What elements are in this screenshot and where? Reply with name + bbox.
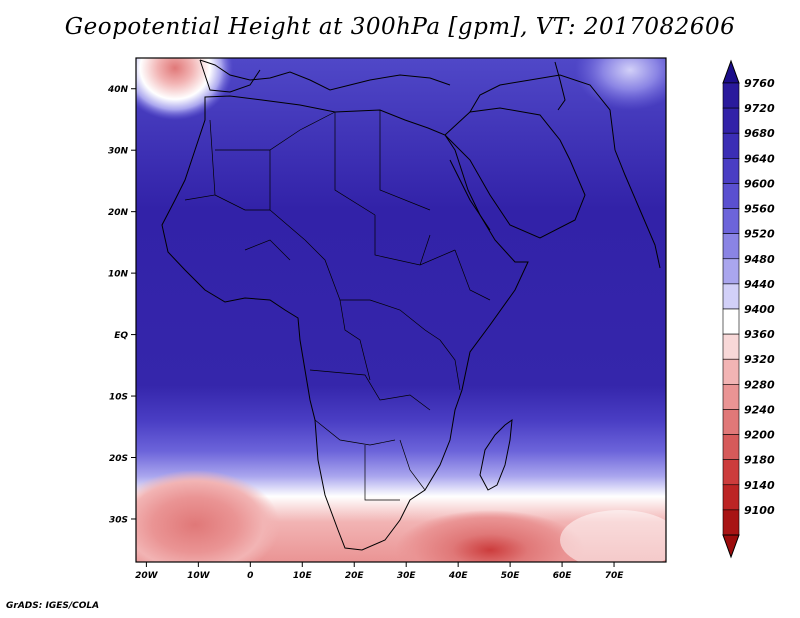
colorbar-label: 9140 [744,479,775,492]
colorbar-label: 9520 [744,228,775,241]
lon-tick-label: 20W [135,571,159,581]
grads-credit: GrADS: IGES/COLA [6,601,100,611]
colorbar-swatch [722,434,740,460]
colorbar-top-arrow [722,59,740,84]
colorbar-swatch [722,358,740,385]
lon-tick-label: 60E [553,571,573,581]
country-borders [184,110,491,501]
lon-tick-label: 10E [293,571,313,581]
lat-tick-label: 20S [109,454,128,464]
colorbar-swatch [722,233,740,260]
colorbar-swatch [722,509,740,536]
europe-coastline [199,59,451,91]
caspian-coast [554,61,566,111]
colorbar-label: 9280 [744,378,775,391]
colorbar-label: 9100 [744,504,775,517]
colorbar-label: 9180 [744,454,775,467]
map-title: Geopotential Height at 300hPa [gpm], VT:… [64,14,736,40]
colorbar-label: 9360 [744,328,775,341]
red-sea-coast [449,159,491,231]
colorbar-bottom-arrow [722,534,740,559]
colorbar-swatch [722,384,740,410]
colorbar-label: 9240 [744,403,775,416]
lat-tick-label: EQ [114,331,128,341]
colorbar-swatch [722,333,740,360]
iberia-coastline [199,59,261,93]
colorbar-swatch [722,308,740,335]
lon-tick-label: 30E [397,571,417,581]
lon-tick-label: 70E [605,571,625,581]
coastlines [161,59,661,551]
lat-tick-label: 10S [109,393,128,403]
latitude-ticks: 40N 30N 20N 10N EQ 10S 20S 30S [107,85,136,525]
colorbar-swatch [722,132,740,159]
lon-tick-label: 10W [187,571,211,581]
lon-tick-label: 40E [448,571,469,581]
colorbar-swatch [722,107,740,134]
colorbar-label: 9400 [744,303,775,316]
colorbar-swatch [722,208,740,234]
madagascar-coastline [479,418,513,491]
colorbar-swatch [722,158,740,184]
arabia-coastline [444,107,586,239]
lat-tick-label: 30N [108,147,129,157]
colorbar-swatch [722,409,740,435]
colorbar: 9760 9720 9680 9640 9600 9560 9520 9480 9440 9400… [722,59,775,559]
colorbar-swatch [722,258,740,285]
colorbar-label: 9320 [744,353,775,366]
colorbar-label: 9640 [744,152,775,165]
colorbar-swatch [722,183,740,209]
colorbar-label: 9440 [744,278,775,291]
longitude-ticks: 20W 10W 0 10E 20E 30E 40E 50E 60E 70E [135,562,624,581]
india-coastline [614,149,661,269]
colorbar-label: 9560 [744,203,775,216]
lat-tick-label: 10N [108,270,129,280]
colorbar-label: 9600 [744,177,775,190]
lon-tick-label: 50E [501,571,521,581]
lat-tick-label: 20N [108,208,129,218]
colorbar-swatch [722,283,740,310]
colorbar-swatch [722,82,740,109]
colorbar-label: 9680 [744,127,775,140]
colorbar-label: 9200 [744,429,775,442]
lon-tick-label: 0 [247,571,253,581]
map-frame [135,57,667,563]
colorbar-label: 9760 [744,77,775,90]
colorbar-label: 9480 [744,253,775,266]
arabia-interior [469,74,616,151]
colorbar-swatch [722,459,740,486]
colorbar-swatch [722,484,740,511]
lat-tick-label: 30S [109,515,128,525]
height-field [136,58,666,562]
colorbar-label: 9720 [744,102,775,115]
lon-tick-label: 20E [345,571,365,581]
lat-tick-label: 40N [107,85,129,95]
